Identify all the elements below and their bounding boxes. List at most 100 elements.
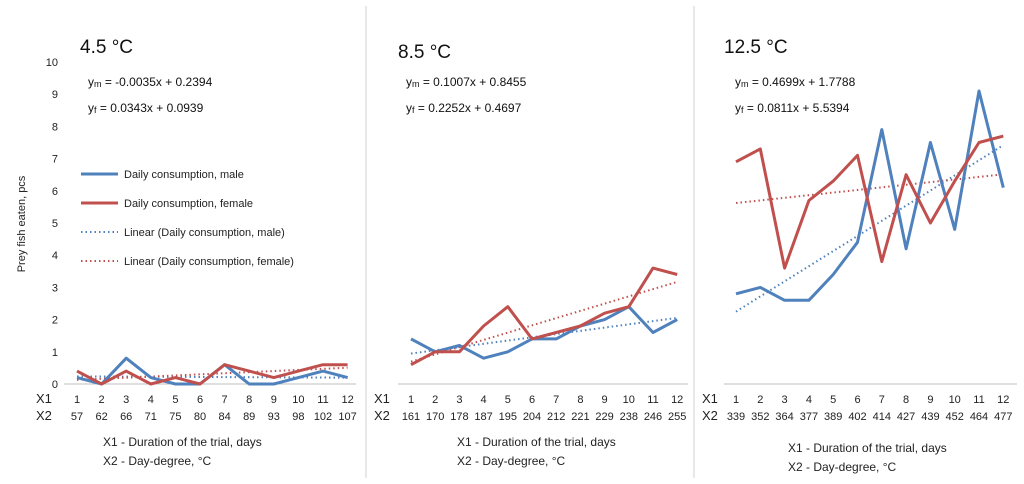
x1-tick-label: 12 — [997, 394, 1009, 406]
legend-label-trend-female: Linear (Daily consumption, female) — [124, 256, 294, 268]
x2-tick-label: 477 — [994, 411, 1012, 423]
x2-tick-label: 255 — [668, 411, 686, 423]
y-tick-label: 7 — [52, 154, 58, 166]
x1-tick-label: 1 — [408, 394, 414, 406]
x2-tick-label: 75 — [169, 411, 181, 423]
x2-tick-label: 66 — [120, 411, 132, 423]
x2-tick-label: 238 — [620, 411, 638, 423]
x2-tick-label: 62 — [95, 411, 107, 423]
x1-tick-label: 6 — [197, 394, 203, 406]
x2-tick-label: 170 — [426, 411, 444, 423]
x2-tick-label: 229 — [595, 411, 613, 423]
x2-tick-label: 364 — [775, 411, 793, 423]
x1-tick-label: 6 — [854, 394, 860, 406]
x1-tick-label: 1 — [733, 394, 739, 406]
x1-tick-label: 3 — [782, 394, 788, 406]
x1-tick-label: 10 — [292, 394, 304, 406]
footnote-x2: X2 - Day-degree, °C — [788, 460, 897, 474]
panel-title: 12.5 °C — [724, 37, 788, 58]
x2-tick-label: 246 — [644, 411, 662, 423]
x1-tick-label: 8 — [903, 394, 909, 406]
x2-row-label: X2 — [374, 408, 390, 423]
x1-tick-label: 7 — [222, 394, 228, 406]
x1-tick-label: 7 — [553, 394, 559, 406]
y-tick-label: 2 — [52, 315, 58, 327]
x2-tick-label: 71 — [145, 411, 157, 423]
x1-tick-label: 9 — [271, 394, 277, 406]
x1-tick-label: 8 — [246, 394, 252, 406]
footnote-x2: X2 - Day-degree, °C — [103, 454, 212, 468]
x1-tick-label: 12 — [671, 394, 683, 406]
series-line-male — [76, 356, 348, 386]
x2-tick-label: 195 — [499, 411, 517, 423]
x1-tick-label: 1 — [74, 394, 80, 406]
x1-tick-label: 4 — [481, 394, 487, 406]
equation-female: yf = 0.0343x + 0.0939 — [88, 101, 204, 115]
y-tick-label: 8 — [52, 121, 58, 133]
x2-tick-label: 161 — [402, 411, 420, 423]
x2-tick-label: 414 — [873, 411, 891, 423]
x2-tick-label: 102 — [314, 411, 332, 423]
x2-tick-label: 464 — [970, 411, 988, 423]
equation-female: yf = 0.0811x + 5.5394 — [735, 101, 850, 115]
x2-tick-label: 377 — [800, 411, 818, 423]
x2-tick-label: 187 — [474, 411, 492, 423]
x2-tick-label: 439 — [921, 411, 939, 423]
x2-tick-label: 178 — [450, 411, 468, 423]
x1-row-label: X1 — [374, 391, 390, 406]
x1-tick-label: 10 — [623, 394, 635, 406]
x1-tick-label: 5 — [505, 394, 511, 406]
x2-tick-label: 221 — [571, 411, 589, 423]
equation-male: ym = 0.1007x + 0.8455 — [406, 75, 527, 89]
x2-row-label: X2 — [702, 408, 718, 423]
x1-tick-label: 6 — [529, 394, 535, 406]
x2-tick-label: 84 — [218, 411, 230, 423]
footnote-x2: X2 - Day-degree, °C — [457, 454, 566, 468]
series-line-female — [410, 266, 678, 367]
y-axis-label: Prey fish eaten, pcs — [16, 175, 28, 272]
x2-tick-label: 339 — [727, 411, 745, 423]
panel-8-5: 8.5 °C ym = 0.1007x + 0.8455 yf = 0.2252… — [374, 42, 688, 468]
series-line-female — [76, 363, 348, 386]
panel-12-5: 12.5 °C ym = 0.4699x + 1.7788 yf = 0.081… — [702, 37, 1017, 474]
x1-tick-label: 11 — [973, 394, 984, 406]
equation-male: ym = -0.0035x + 0.2394 — [88, 75, 213, 89]
x1-tick-label: 10 — [949, 394, 961, 406]
x2-tick-label: 80 — [194, 411, 206, 423]
x1-tick-label: 11 — [647, 394, 658, 406]
x1-tick-label: 5 — [172, 394, 178, 406]
y-tick-label: 6 — [52, 186, 58, 198]
x1-row-label: X1 — [36, 391, 52, 406]
x1-tick-label: 12 — [341, 394, 353, 406]
footnote-x1: X1 - Duration of the trial, days — [788, 441, 947, 455]
y-tick-label: 0 — [52, 379, 58, 391]
panel-title: 4.5 °C — [80, 37, 133, 58]
legend-label-female: Daily consumption, female — [124, 198, 253, 210]
x2-tick-label: 107 — [338, 411, 356, 423]
x2-tick-label: 389 — [824, 411, 842, 423]
footnote-x1: X1 - Duration of the trial, days — [457, 435, 616, 449]
y-tick-label: 1 — [52, 347, 58, 359]
x1-tick-label: 4 — [806, 394, 812, 406]
x2-tick-label: 93 — [268, 411, 280, 423]
panel-title: 8.5 °C — [398, 42, 451, 63]
y-tick-label: 5 — [52, 218, 58, 230]
x1-tick-label: 5 — [830, 394, 836, 406]
x1-tick-label: 9 — [927, 394, 933, 406]
trend-line-female — [410, 280, 678, 363]
x2-tick-label: 427 — [897, 411, 915, 423]
equation-female: yf = 0.2252x + 0.4697 — [406, 101, 522, 115]
series-line-female — [735, 134, 1004, 270]
x1-tick-label: 2 — [99, 394, 105, 406]
equation-male: ym = 0.4699x + 1.7788 — [735, 75, 856, 89]
x1-tick-label: 7 — [879, 394, 885, 406]
x1-row-label: X1 — [702, 391, 718, 406]
panel-4-5: 4.5 °C ym = -0.0035x + 0.2394 yf = 0.034… — [36, 37, 357, 468]
legend-label-trend-male: Linear (Daily consumption, male) — [124, 227, 285, 239]
x2-tick-label: 352 — [751, 411, 769, 423]
x2-tick-label: 402 — [848, 411, 866, 423]
x2-tick-label: 89 — [243, 411, 255, 423]
x2-tick-label: 212 — [547, 411, 565, 423]
